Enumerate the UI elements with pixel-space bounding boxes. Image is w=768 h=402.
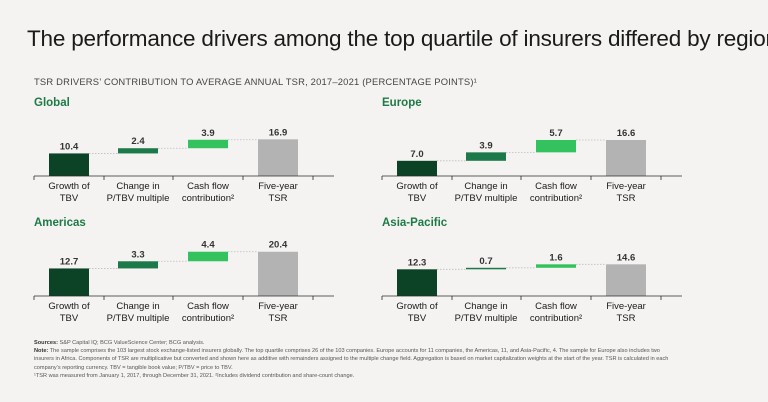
data-label-change-in-multiple-americas: 3.3 (131, 249, 144, 260)
note-text-1: The sample comprises the 103 largest sto… (49, 348, 660, 355)
panel-asia-pacific: Asia-Pacific 12.3 Growth of TBV 0.7 Change i… (381, 217, 712, 332)
panel-title-americas: Americas (34, 217, 86, 229)
sources-text: S&P Capital IQ; BCG ValueScience Center;… (59, 340, 205, 346)
footnote-1: ¹TSR was measured from January 1, 2017, … (34, 372, 355, 379)
note-line-1: Note: The sample comprises the 103 large… (34, 347, 754, 355)
category-label-change-in-multiple-americas: Change in P/TBV multiple (107, 301, 170, 324)
note-line-3: company’s reporting currency. TBV = tang… (34, 364, 233, 371)
chart-subtitle: TSR DRIVERS’ CONTRIBUTION TO AVERAGE ANN… (34, 76, 477, 87)
panel-title-europe: Europe (382, 97, 422, 109)
bar-change-in-multiple-americas (118, 261, 158, 269)
waterfall-chart-asia-pacific: 12.3 Growth of TBV 0.7 Change in P/TBV multip… (381, 252, 682, 324)
bar-five-year-tsr-americas (258, 251, 298, 296)
waterfall-chart-global: 10.4 Growth of TBV 2.4 Change in P/TBV multip… (33, 127, 334, 204)
category-label-five-year-tsr-americas: Five-year TSR (258, 301, 298, 324)
category-label-change-in-multiple-global: Change in P/TBV multiple (107, 181, 170, 204)
data-label-change-in-multiple-europe: 3.9 (479, 140, 492, 151)
category-label-cash-flow-americas: Cash flow contribution² (182, 301, 234, 324)
data-label-growth-of-tbv-americas: 12.7 (60, 256, 79, 267)
category-label-cash-flow-global: Cash flow contribution² (182, 181, 234, 204)
bar-cash-flow-americas (188, 251, 228, 262)
data-label-cash-flow-global: 3.9 (201, 128, 214, 139)
data-label-cash-flow-europe: 5.7 (549, 128, 562, 139)
data-label-change-in-multiple-global: 2.4 (131, 136, 145, 147)
category-label-growth-of-tbv-europe: Growth of TBV (396, 181, 438, 204)
bar-growth-of-tbv-asia-pacific (397, 269, 437, 296)
panel-europe: Europe 7.0 Growth of TBV 3.9 Change in P/TBV … (381, 97, 712, 212)
bar-growth-of-tbv-americas (49, 268, 89, 296)
data-label-growth-of-tbv-asia-pacific: 12.3 (408, 257, 427, 268)
footnotes: Sources: S&P Capital IQ; BCG ValueScienc… (34, 339, 754, 380)
data-label-five-year-tsr-europe: 16.6 (617, 128, 636, 139)
bar-change-in-multiple-asia-pacific (466, 267, 506, 270)
panel-global: Global 10.4 Growth of TBV 2.4 Change in P/TBV… (33, 97, 364, 212)
category-label-growth-of-tbv-global: Growth of TBV (48, 181, 90, 204)
panel-title-asia-pacific: Asia-Pacific (382, 217, 448, 229)
bar-five-year-tsr-europe (606, 139, 646, 176)
bar-growth-of-tbv-europe (397, 160, 437, 176)
data-label-cash-flow-americas: 4.4 (201, 240, 215, 251)
category-label-growth-of-tbv-americas: Growth of TBV (48, 301, 90, 324)
data-label-growth-of-tbv-europe: 7.0 (410, 149, 423, 160)
panel-title-global: Global (34, 97, 70, 109)
category-label-cash-flow-europe: Cash flow contribution² (530, 181, 582, 204)
category-label-five-year-tsr-asia-pacific: Five-year TSR (606, 301, 646, 324)
bar-cash-flow-asia-pacific (536, 264, 576, 268)
bar-five-year-tsr-global (258, 139, 298, 176)
data-label-five-year-tsr-asia-pacific: 14.6 (617, 252, 636, 263)
category-label-growth-of-tbv-asia-pacific: Growth of TBV (396, 301, 438, 324)
category-label-cash-flow-asia-pacific: Cash flow contribution² (530, 301, 582, 324)
panel-americas: Americas 12.7 Growth of TBV 3.3 Change in P/T… (33, 217, 364, 332)
sources-label: Sources: (34, 340, 58, 346)
category-label-five-year-tsr-global: Five-year TSR (258, 181, 298, 204)
category-label-change-in-multiple-asia-pacific: Change in P/TBV multiple (455, 301, 518, 324)
chart-title: The performance drivers among the top qu… (27, 26, 768, 51)
data-label-five-year-tsr-global: 16.9 (269, 127, 288, 138)
waterfall-chart-europe: 7.0 Growth of TBV 3.9 Change in P/TBV multipl… (381, 128, 682, 204)
data-label-cash-flow-asia-pacific: 1.6 (549, 252, 562, 263)
category-label-five-year-tsr-europe: Five-year TSR (606, 181, 646, 204)
bar-growth-of-tbv-global (49, 153, 89, 176)
waterfall-chart-americas: 12.7 Growth of TBV 3.3 Change in P/TBV multip… (33, 240, 334, 324)
note-line-2: insurers in Africa. Components of TSR ar… (34, 356, 669, 363)
bar-change-in-multiple-europe (466, 152, 506, 161)
bar-five-year-tsr-asia-pacific (606, 264, 646, 296)
data-label-change-in-multiple-asia-pacific: 0.7 (479, 256, 492, 267)
bar-cash-flow-global (188, 139, 228, 149)
bar-change-in-multiple-global (118, 148, 158, 154)
note-label: Note: (34, 348, 49, 355)
data-label-growth-of-tbv-global: 10.4 (60, 141, 79, 152)
bar-cash-flow-europe (536, 139, 576, 153)
sources-line: Sources: S&P Capital IQ; BCG ValueScienc… (34, 339, 754, 347)
category-label-change-in-multiple-europe: Change in P/TBV multiple (455, 181, 518, 204)
data-label-five-year-tsr-americas: 20.4 (269, 240, 288, 251)
